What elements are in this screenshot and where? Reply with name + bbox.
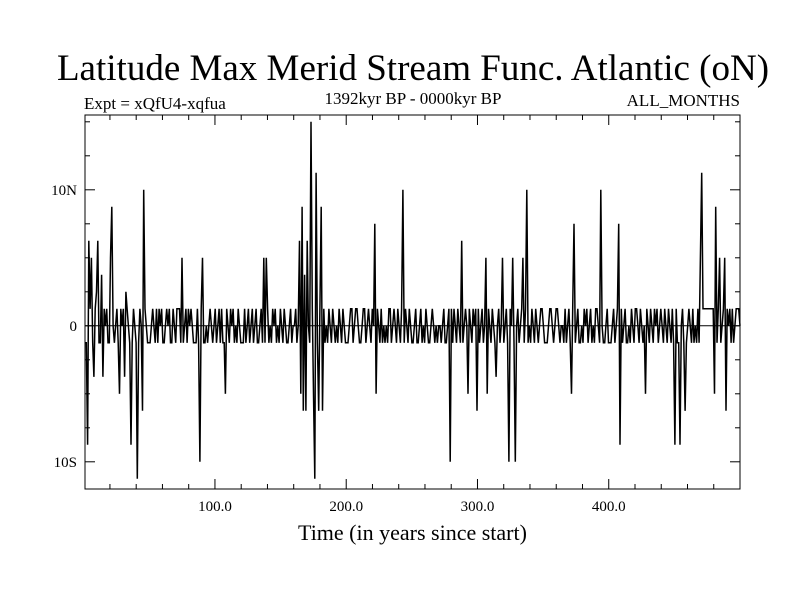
months-label: ALL_MONTHS xyxy=(626,91,740,110)
chart-subtitle: 1392kyr BP - 0000kyr BP xyxy=(324,89,502,108)
series-line xyxy=(85,121,741,479)
x-tick-label: 100.0 xyxy=(198,499,232,515)
y-tick-label: 0 xyxy=(70,319,78,335)
plot-frame xyxy=(84,114,741,490)
tick-labels: 100.0 200.0 300.0 400.0 10S 0 10N xyxy=(51,183,625,515)
x-axis-label: Time (in years since start) xyxy=(298,520,527,545)
experiment-label: Expt = xQfU4-xqfua xyxy=(84,94,226,113)
x-tick-label: 400.0 xyxy=(592,499,626,515)
x-tick-label: 300.0 xyxy=(461,499,495,515)
y-tick-label: 10N xyxy=(51,183,77,199)
y-tick-label: 10S xyxy=(54,455,77,471)
chart-title: Latitude Max Merid Stream Func. Atlantic… xyxy=(56,48,770,89)
axis-ticks xyxy=(85,115,740,489)
x-tick-label: 200.0 xyxy=(329,499,363,515)
